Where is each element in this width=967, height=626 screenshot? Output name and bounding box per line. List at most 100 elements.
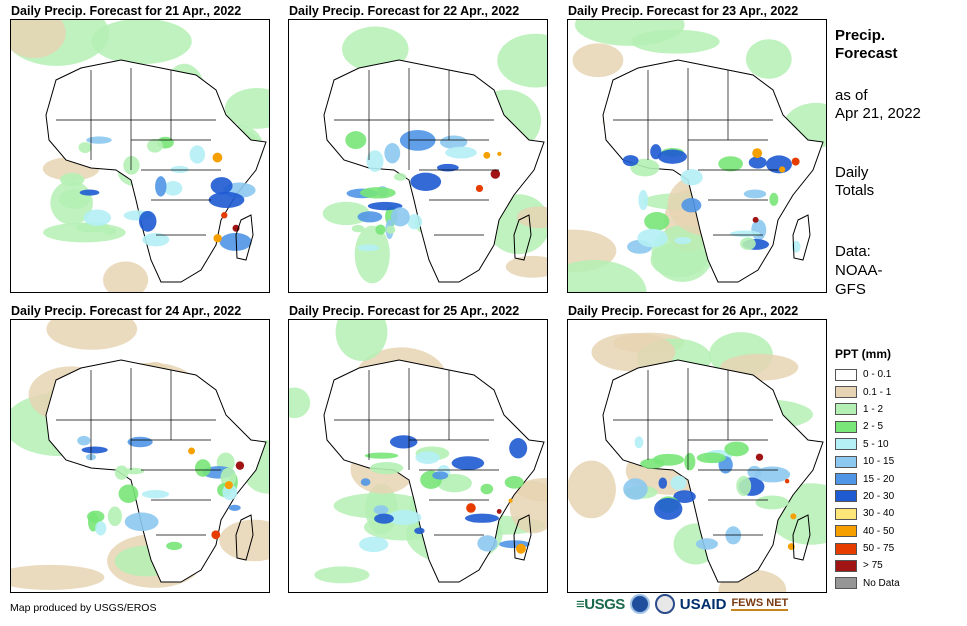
- heavy-precip-spot: [497, 151, 502, 156]
- precip-area: [497, 33, 547, 88]
- legend-label: 40 - 50: [863, 525, 895, 537]
- precip-area: [740, 237, 756, 250]
- legend-label: 0.1 - 1: [863, 386, 892, 398]
- africa-map: [289, 320, 547, 584]
- precip-area: [730, 230, 761, 237]
- legend-swatch: [835, 420, 857, 433]
- precip-area: [375, 224, 386, 235]
- precip-area: [516, 206, 547, 229]
- legend-label: 50 - 75: [863, 543, 895, 555]
- precip-area: [114, 465, 129, 480]
- precip-area: [743, 189, 767, 199]
- precip-area: [107, 506, 122, 527]
- heavy-precip-spot: [213, 234, 222, 243]
- precip-area: [224, 87, 269, 129]
- heavy-precip-spot: [466, 503, 476, 513]
- precip-area: [414, 527, 425, 535]
- precip-map: [10, 319, 270, 593]
- precip-area: [572, 43, 624, 78]
- precip-area: [670, 475, 687, 491]
- source-label-1: Data:: [835, 243, 871, 260]
- legend-item: 50 - 75: [835, 540, 900, 557]
- precip-area: [373, 505, 389, 515]
- precip-area: [46, 320, 138, 350]
- precip-area: [11, 564, 105, 590]
- precip-area: [568, 259, 647, 292]
- seal-logo-icon: [654, 594, 675, 614]
- precip-area: [370, 462, 404, 475]
- precip-area: [644, 212, 670, 231]
- precip-area: [83, 209, 112, 227]
- heavy-precip-spot: [188, 447, 196, 455]
- precip-area: [769, 192, 779, 206]
- precip-area: [366, 150, 384, 172]
- country-borders: [334, 68, 499, 236]
- forecast-panel-1: Daily Precip. Forecast for 21 Apr., 2022: [10, 4, 270, 293]
- precip-area: [477, 535, 498, 552]
- precip-area: [410, 172, 442, 191]
- legend-label: 20 - 30: [863, 490, 895, 502]
- heavy-precip-spot: [779, 166, 786, 173]
- legend-swatch: [835, 507, 857, 520]
- precip-area: [437, 473, 472, 493]
- precip-map: [567, 319, 827, 593]
- heavy-precip-spot: [508, 498, 513, 503]
- africa-map: [322, 26, 547, 284]
- precip-area: [505, 255, 547, 278]
- side-heading-1: Precip.: [835, 27, 886, 44]
- precip-area: [622, 155, 639, 167]
- legend-label: 10 - 15: [863, 456, 895, 468]
- country-borders: [613, 68, 778, 236]
- forecast-panel-2: Daily Precip. Forecast for 22 Apr., 2022: [288, 4, 548, 293]
- panel-title: Daily Precip. Forecast for 25 Apr., 2022: [289, 304, 520, 318]
- heavy-precip-spot: [515, 543, 526, 554]
- country-borders: [56, 68, 221, 236]
- country-borders: [613, 368, 778, 536]
- legend-item: 30 - 40: [835, 505, 900, 522]
- precip-area: [163, 181, 183, 196]
- heavy-precip-spot: [791, 157, 800, 166]
- legend-label: 5 - 10: [863, 438, 889, 450]
- precip-area: [673, 490, 696, 503]
- legend-item: 5 - 10: [835, 436, 900, 453]
- precip-area: [118, 484, 139, 503]
- legend-item: 20 - 30: [835, 488, 900, 505]
- legend-item: 0.1 - 1: [835, 383, 900, 400]
- precip-area: [755, 495, 789, 510]
- precip-area: [220, 467, 237, 488]
- precip-area: [360, 478, 371, 486]
- precip-area: [360, 187, 396, 199]
- precip-map: [10, 19, 270, 293]
- legend-label: 15 - 20: [863, 473, 895, 485]
- legend-swatch: [835, 542, 857, 555]
- precip-area: [436, 163, 459, 172]
- precip-area: [658, 477, 668, 489]
- side-heading-2: Forecast: [835, 45, 898, 62]
- precip-area: [480, 483, 494, 495]
- africa-map: [11, 20, 269, 292]
- precip-area: [219, 519, 269, 562]
- precip-area: [407, 214, 423, 230]
- africa-map: [11, 320, 269, 590]
- precip-area: [342, 26, 409, 72]
- precip-area: [634, 436, 644, 449]
- legend-item: 15 - 20: [835, 470, 900, 487]
- precip-area: [170, 165, 189, 174]
- heavy-precip-spot: [790, 513, 797, 520]
- precip-area: [509, 438, 528, 459]
- fews-net-logo: FEWS NET: [731, 597, 789, 611]
- precip-area: [504, 475, 524, 489]
- partner-logos: ≡USGS USAID FEWS NET: [576, 594, 789, 614]
- panel-title: Daily Precip. Forecast for 26 Apr., 2022: [568, 304, 799, 318]
- precip-area: [657, 149, 687, 164]
- precip-area: [59, 173, 85, 187]
- legend-swatch: [835, 438, 857, 451]
- precip-area: [680, 169, 703, 186]
- precip-area: [415, 451, 440, 464]
- precip-area: [127, 436, 153, 448]
- forecast-panel-5: Daily Precip. Forecast for 25 Apr., 2022: [288, 304, 548, 593]
- precip-area: [359, 536, 389, 553]
- legend-label: 1 - 2: [863, 403, 884, 415]
- forecast-panel-6: Daily Precip. Forecast for 26 Apr., 2022: [567, 304, 827, 593]
- heavy-precip-spot: [490, 169, 501, 179]
